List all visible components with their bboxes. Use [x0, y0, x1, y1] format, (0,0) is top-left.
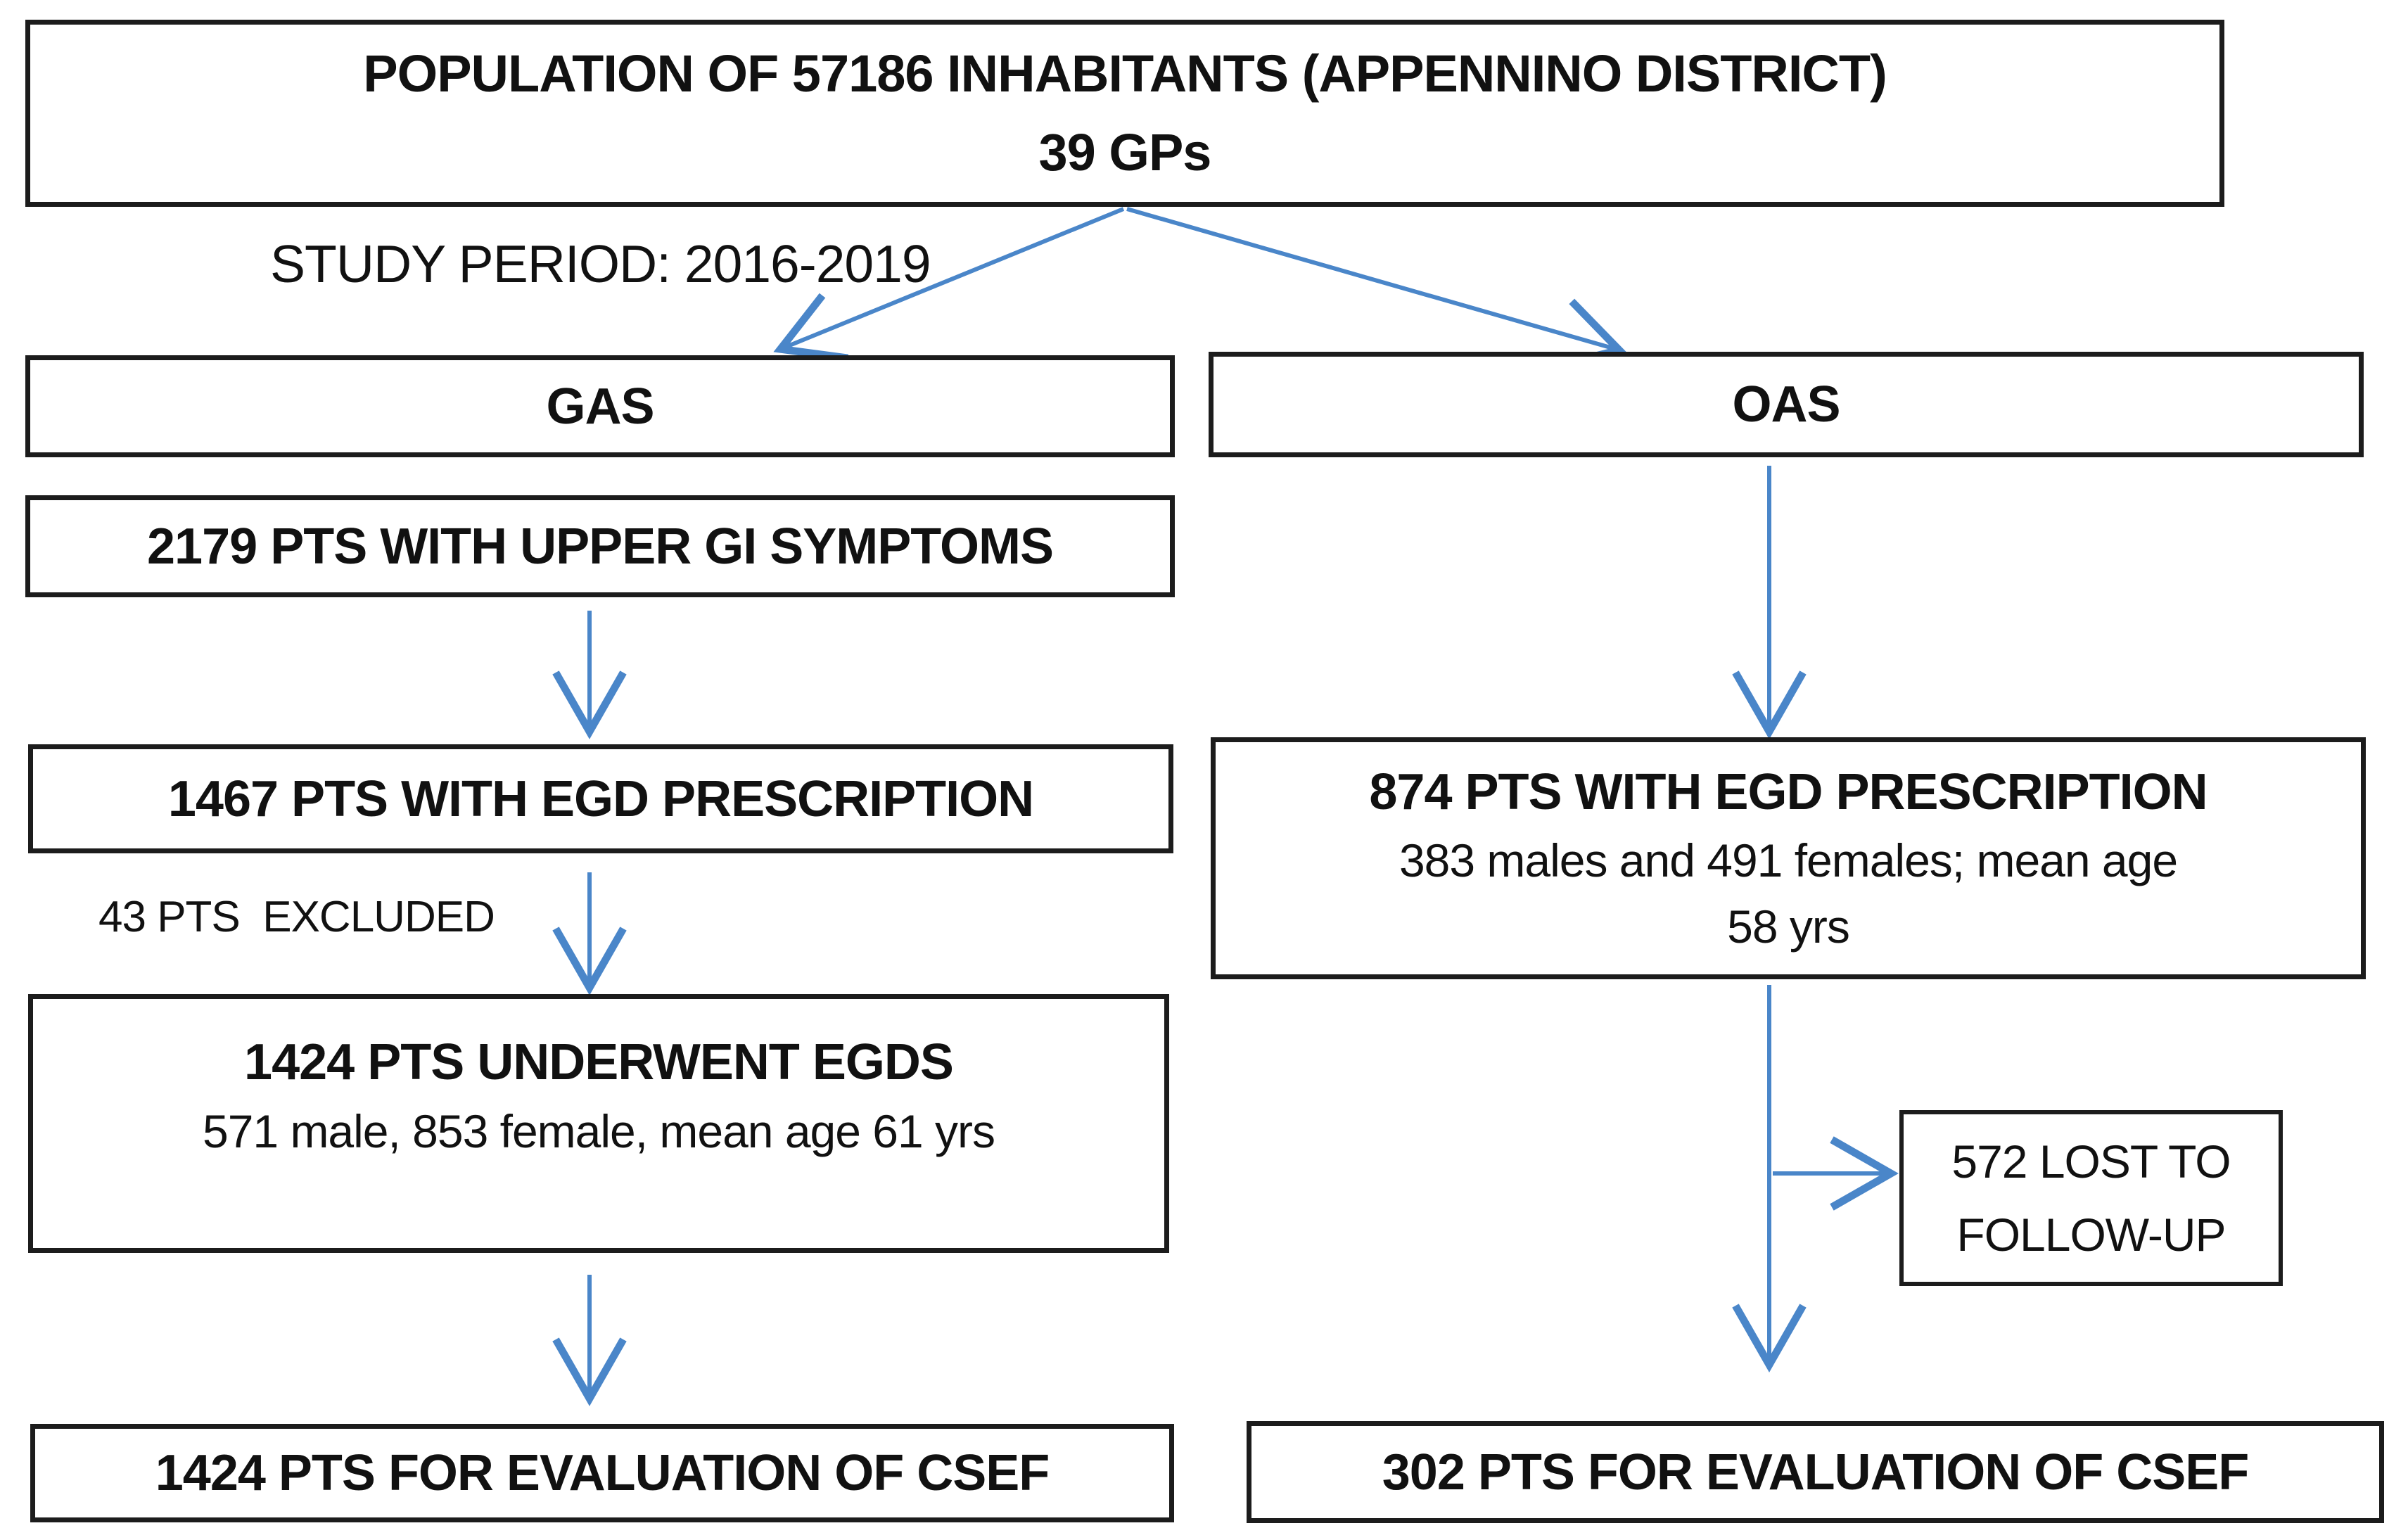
oas-egd-prescription-line1: 874 PTS WITH EGD PRESCRIPTION — [1369, 764, 2208, 820]
oas-lost-line2: FOLLOW-UP — [1956, 1209, 2226, 1261]
oas-egd-prescription-line3: 58 yrs — [1727, 900, 1850, 953]
population-box: POPULATION OF 57186 INHABITANTS (APPENNI… — [25, 20, 2224, 207]
gas-egd-prescription-box: 1467 PTS WITH EGD PRESCRIPTION — [28, 744, 1173, 853]
gas-underwent-egds-box: 1424 PTS UNDERWENT EGDS 571 male, 853 fe… — [28, 994, 1169, 1253]
gas-underwent-egds-line1: 1424 PTS UNDERWENT EGDS — [244, 1034, 954, 1090]
gas-underwent-egds-line2: 571 male, 853 female, mean age 61 yrs — [202, 1105, 995, 1157]
gas-symptoms-label: 2179 PTS WITH UPPER GI SYMPTOMS — [147, 518, 1054, 575]
study-period-label: STUDY PERIOD: 2016-2019 — [270, 234, 931, 293]
oas-lost-to-follow-up-box: 572 LOST TO FOLLOW-UP — [1899, 1110, 2283, 1286]
gas-branch-header-label: GAS — [546, 378, 654, 435]
gas-evaluation-box: 1424 PTS FOR EVALUATION OF CSEF — [30, 1424, 1174, 1522]
oas-egd-prescription-box: 874 PTS WITH EGD PRESCRIPTION 383 males … — [1211, 737, 2366, 979]
gas-branch-header-box: GAS — [25, 355, 1175, 457]
population-box-line1: POPULATION OF 57186 INHABITANTS (APPENNI… — [363, 44, 1887, 103]
gas-evaluation-label: 1424 PTS FOR EVALUATION OF CSEF — [155, 1445, 1050, 1501]
fork-left-arrow — [773, 207, 1125, 362]
excluded-note: 43 PTS EXCLUDED — [98, 893, 495, 941]
oas-branch-header-label: OAS — [1732, 376, 1840, 433]
oas-lost-line1: 572 LOST TO — [1951, 1135, 2231, 1188]
fork-right-arrow — [1126, 207, 1627, 370]
gas-symptoms-box: 2179 PTS WITH UPPER GI SYMPTOMS — [25, 495, 1175, 597]
oas-evaluation-box: 302 PTS FOR EVALUATION OF CSEF — [1247, 1421, 2384, 1523]
oas-evaluation-label: 302 PTS FOR EVALUATION OF CSEF — [1382, 1444, 2249, 1501]
oas-egd-prescription-line2: 383 males and 491 females; mean age — [1399, 834, 2178, 886]
gas-egd-prescription-label: 1467 PTS WITH EGD PRESCRIPTION — [167, 770, 1034, 827]
population-box-line2: 39 GPs — [1038, 123, 1212, 182]
oas-branch-header-box: OAS — [1209, 352, 2364, 457]
